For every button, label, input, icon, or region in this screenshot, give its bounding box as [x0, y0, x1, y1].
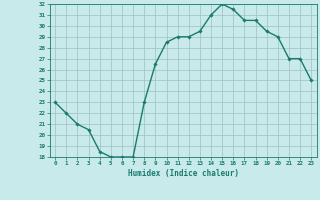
- X-axis label: Humidex (Indice chaleur): Humidex (Indice chaleur): [128, 169, 239, 178]
